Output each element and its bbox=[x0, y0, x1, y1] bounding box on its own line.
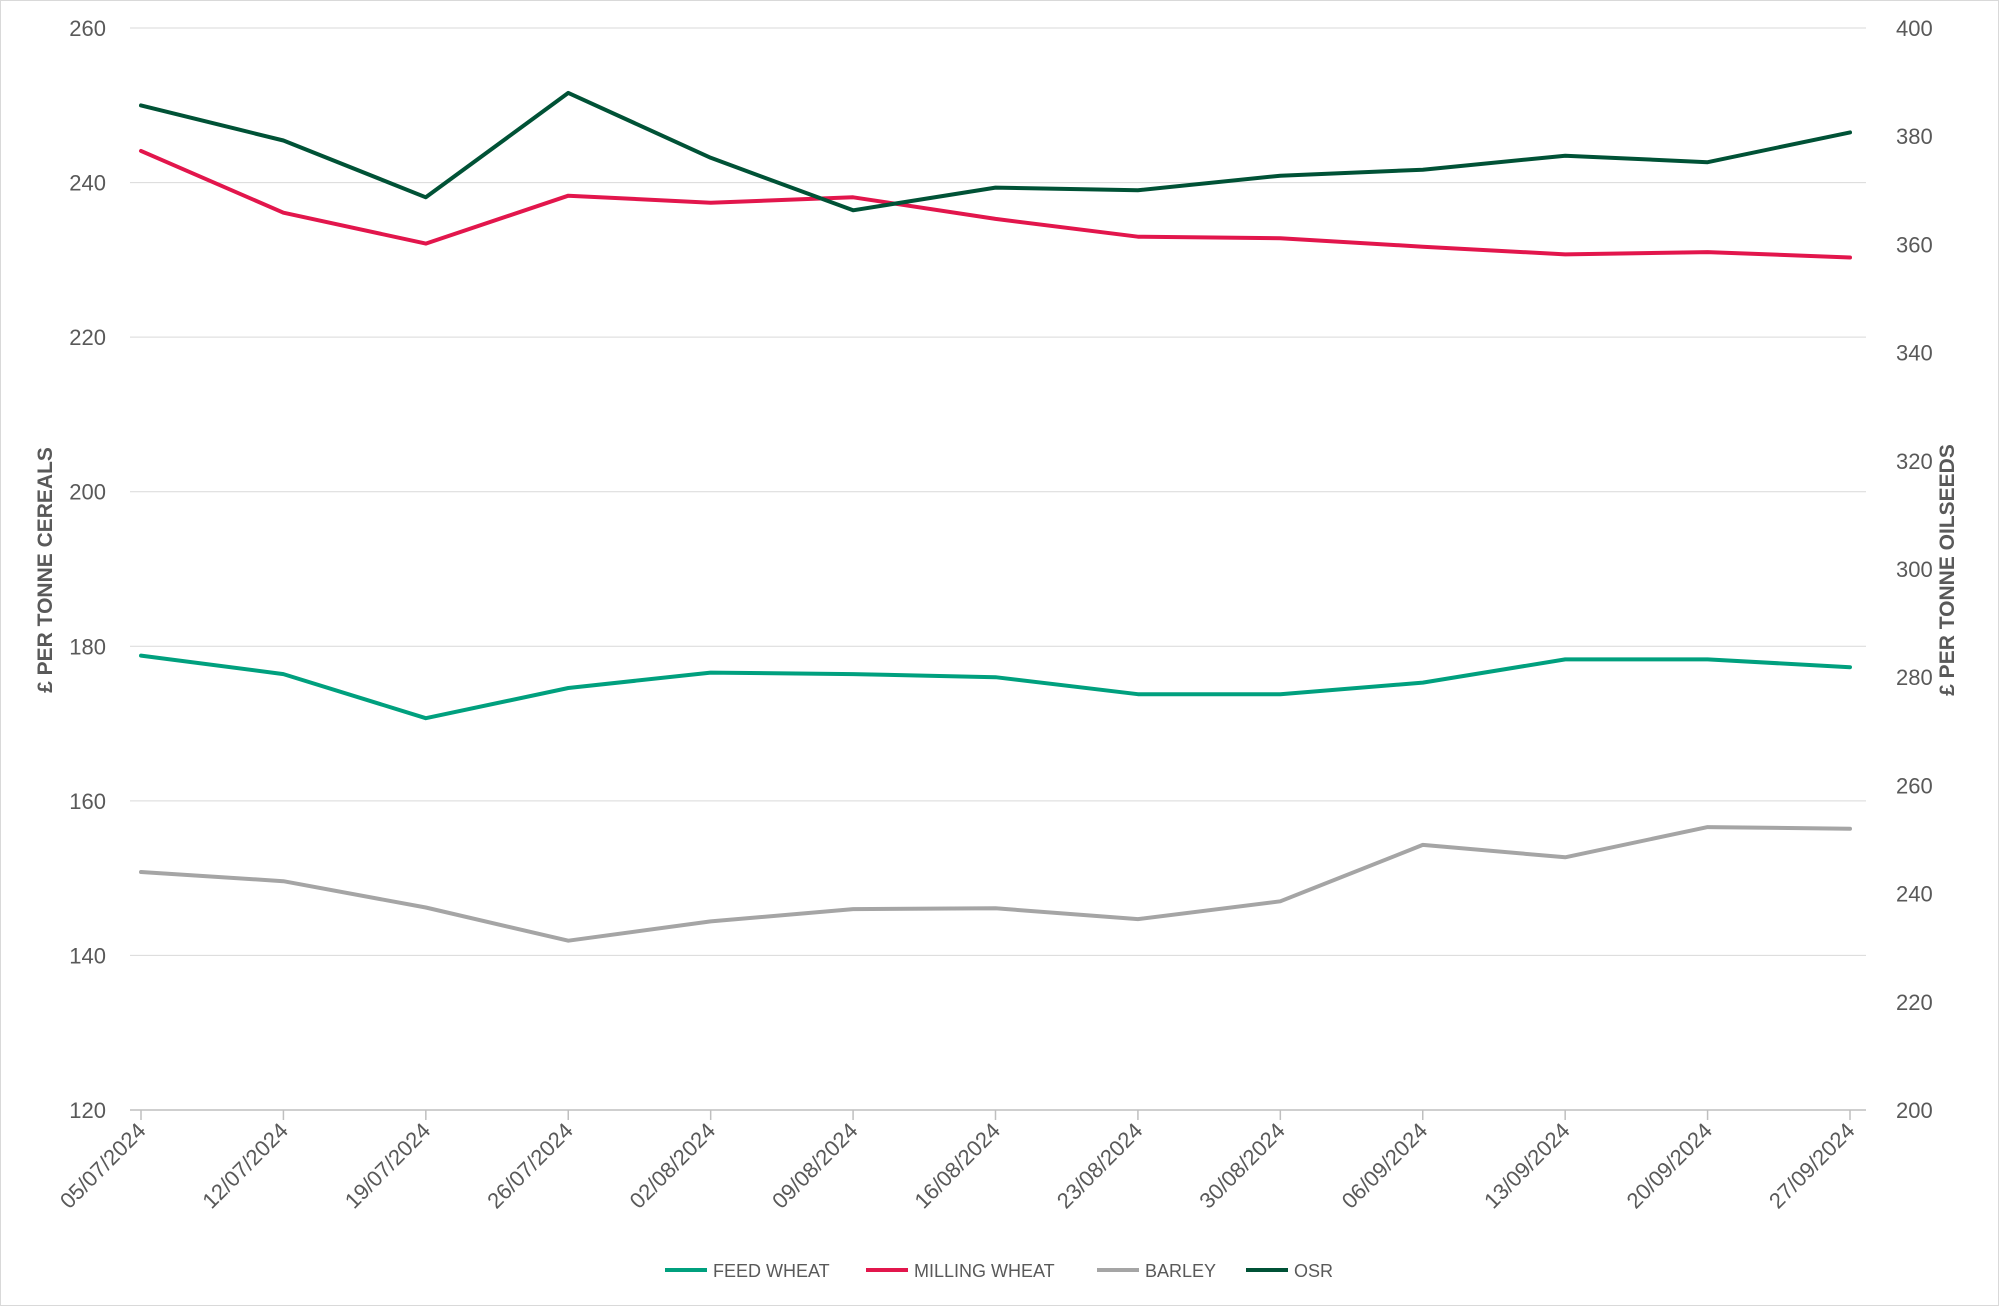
series-line-feed-wheat bbox=[139, 653, 1852, 721]
x-tick-label: 16/08/2024 bbox=[909, 1118, 1005, 1214]
legend-label: OSR bbox=[1294, 1261, 1333, 1281]
legend: FEED WHEAT MILLING WHEAT BARLEY OSR bbox=[665, 1261, 1333, 1281]
x-tick-label: 27/09/2024 bbox=[1764, 1118, 1860, 1214]
x-tick-label: 26/07/2024 bbox=[482, 1118, 578, 1214]
x-tick-label: 13/09/2024 bbox=[1479, 1118, 1575, 1214]
y-tick-label-left: 220 bbox=[69, 325, 106, 350]
x-tick-label: 30/08/2024 bbox=[1194, 1118, 1290, 1214]
series-line-milling-wheat bbox=[139, 148, 1852, 260]
y-tick-label-right: 380 bbox=[1896, 124, 1933, 149]
y-tick-label-right: 320 bbox=[1896, 449, 1933, 474]
x-tick-label: 12/07/2024 bbox=[197, 1118, 293, 1214]
x-tick-label: 23/08/2024 bbox=[1052, 1118, 1148, 1214]
x-tick-label: 05/07/2024 bbox=[55, 1118, 151, 1214]
series-lines bbox=[139, 90, 1852, 943]
y-tick-label-left: 160 bbox=[69, 789, 106, 814]
gridlines bbox=[130, 27, 1866, 956]
y-tick-label-right: 340 bbox=[1896, 341, 1933, 366]
y-tick-label-right: 360 bbox=[1896, 232, 1933, 257]
y-tick-label-right: 280 bbox=[1896, 665, 1933, 690]
series-line-barley bbox=[139, 825, 1852, 943]
y-axis-label-right: £ PER TONNE OILSEEDS bbox=[1936, 444, 1959, 696]
y-tick-label-right: 260 bbox=[1896, 773, 1933, 798]
x-tick-label: 02/08/2024 bbox=[625, 1118, 721, 1214]
y-tick-label-left: 260 bbox=[69, 16, 106, 41]
x-axis: 05/07/2024 12/07/2024 19/07/2024 26/07/2024… bbox=[55, 1109, 1866, 1214]
x-tick-label: 09/08/2024 bbox=[767, 1118, 863, 1214]
x-tick-label: 06/09/2024 bbox=[1337, 1118, 1433, 1214]
legend-label: MILLING WHEAT bbox=[914, 1261, 1055, 1281]
y-tick-label-right: 300 bbox=[1896, 557, 1933, 582]
y-tick-label-left: 120 bbox=[69, 1098, 106, 1123]
y-tick-label-left: 180 bbox=[69, 634, 106, 659]
y-tick-label-left: 240 bbox=[69, 171, 106, 196]
y-tick-label-right: 220 bbox=[1896, 990, 1933, 1015]
y-tick-label-right: 240 bbox=[1896, 882, 1933, 907]
legend-label: FEED WHEAT bbox=[713, 1261, 830, 1281]
series-line-osr bbox=[139, 90, 1852, 213]
y-tick-label-right: 400 bbox=[1896, 16, 1933, 41]
y-tick-label-left: 140 bbox=[69, 943, 106, 968]
y-tick-label-left: 200 bbox=[69, 480, 106, 505]
legend-label: BARLEY bbox=[1145, 1261, 1216, 1281]
y-axis-label-left: £ PER TONNE CEREALS bbox=[34, 447, 57, 693]
right-axis-ticks: 200 220 240 260 280 300 320 340 360 380 400 bbox=[1896, 16, 1933, 1123]
x-tick-label: 19/07/2024 bbox=[340, 1118, 436, 1214]
left-axis-ticks: 120 140 160 180 200 220 240 260 bbox=[69, 16, 106, 1123]
y-tick-label-right: 200 bbox=[1896, 1098, 1933, 1123]
x-tick-label: 20/09/2024 bbox=[1622, 1118, 1718, 1214]
